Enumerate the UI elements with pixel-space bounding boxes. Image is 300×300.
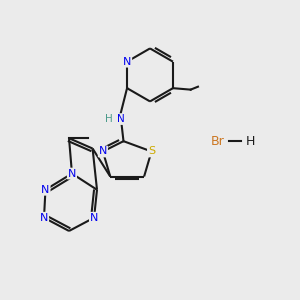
Text: H: H — [106, 114, 113, 124]
Text: N: N — [40, 213, 48, 223]
Text: N: N — [90, 213, 98, 223]
Text: N: N — [117, 114, 125, 124]
Text: N: N — [41, 185, 50, 195]
Text: H: H — [245, 135, 255, 148]
Text: S: S — [148, 146, 155, 157]
Text: N: N — [99, 146, 107, 157]
Text: N: N — [123, 57, 131, 67]
Text: Br: Br — [211, 135, 225, 148]
Text: N: N — [68, 169, 76, 178]
